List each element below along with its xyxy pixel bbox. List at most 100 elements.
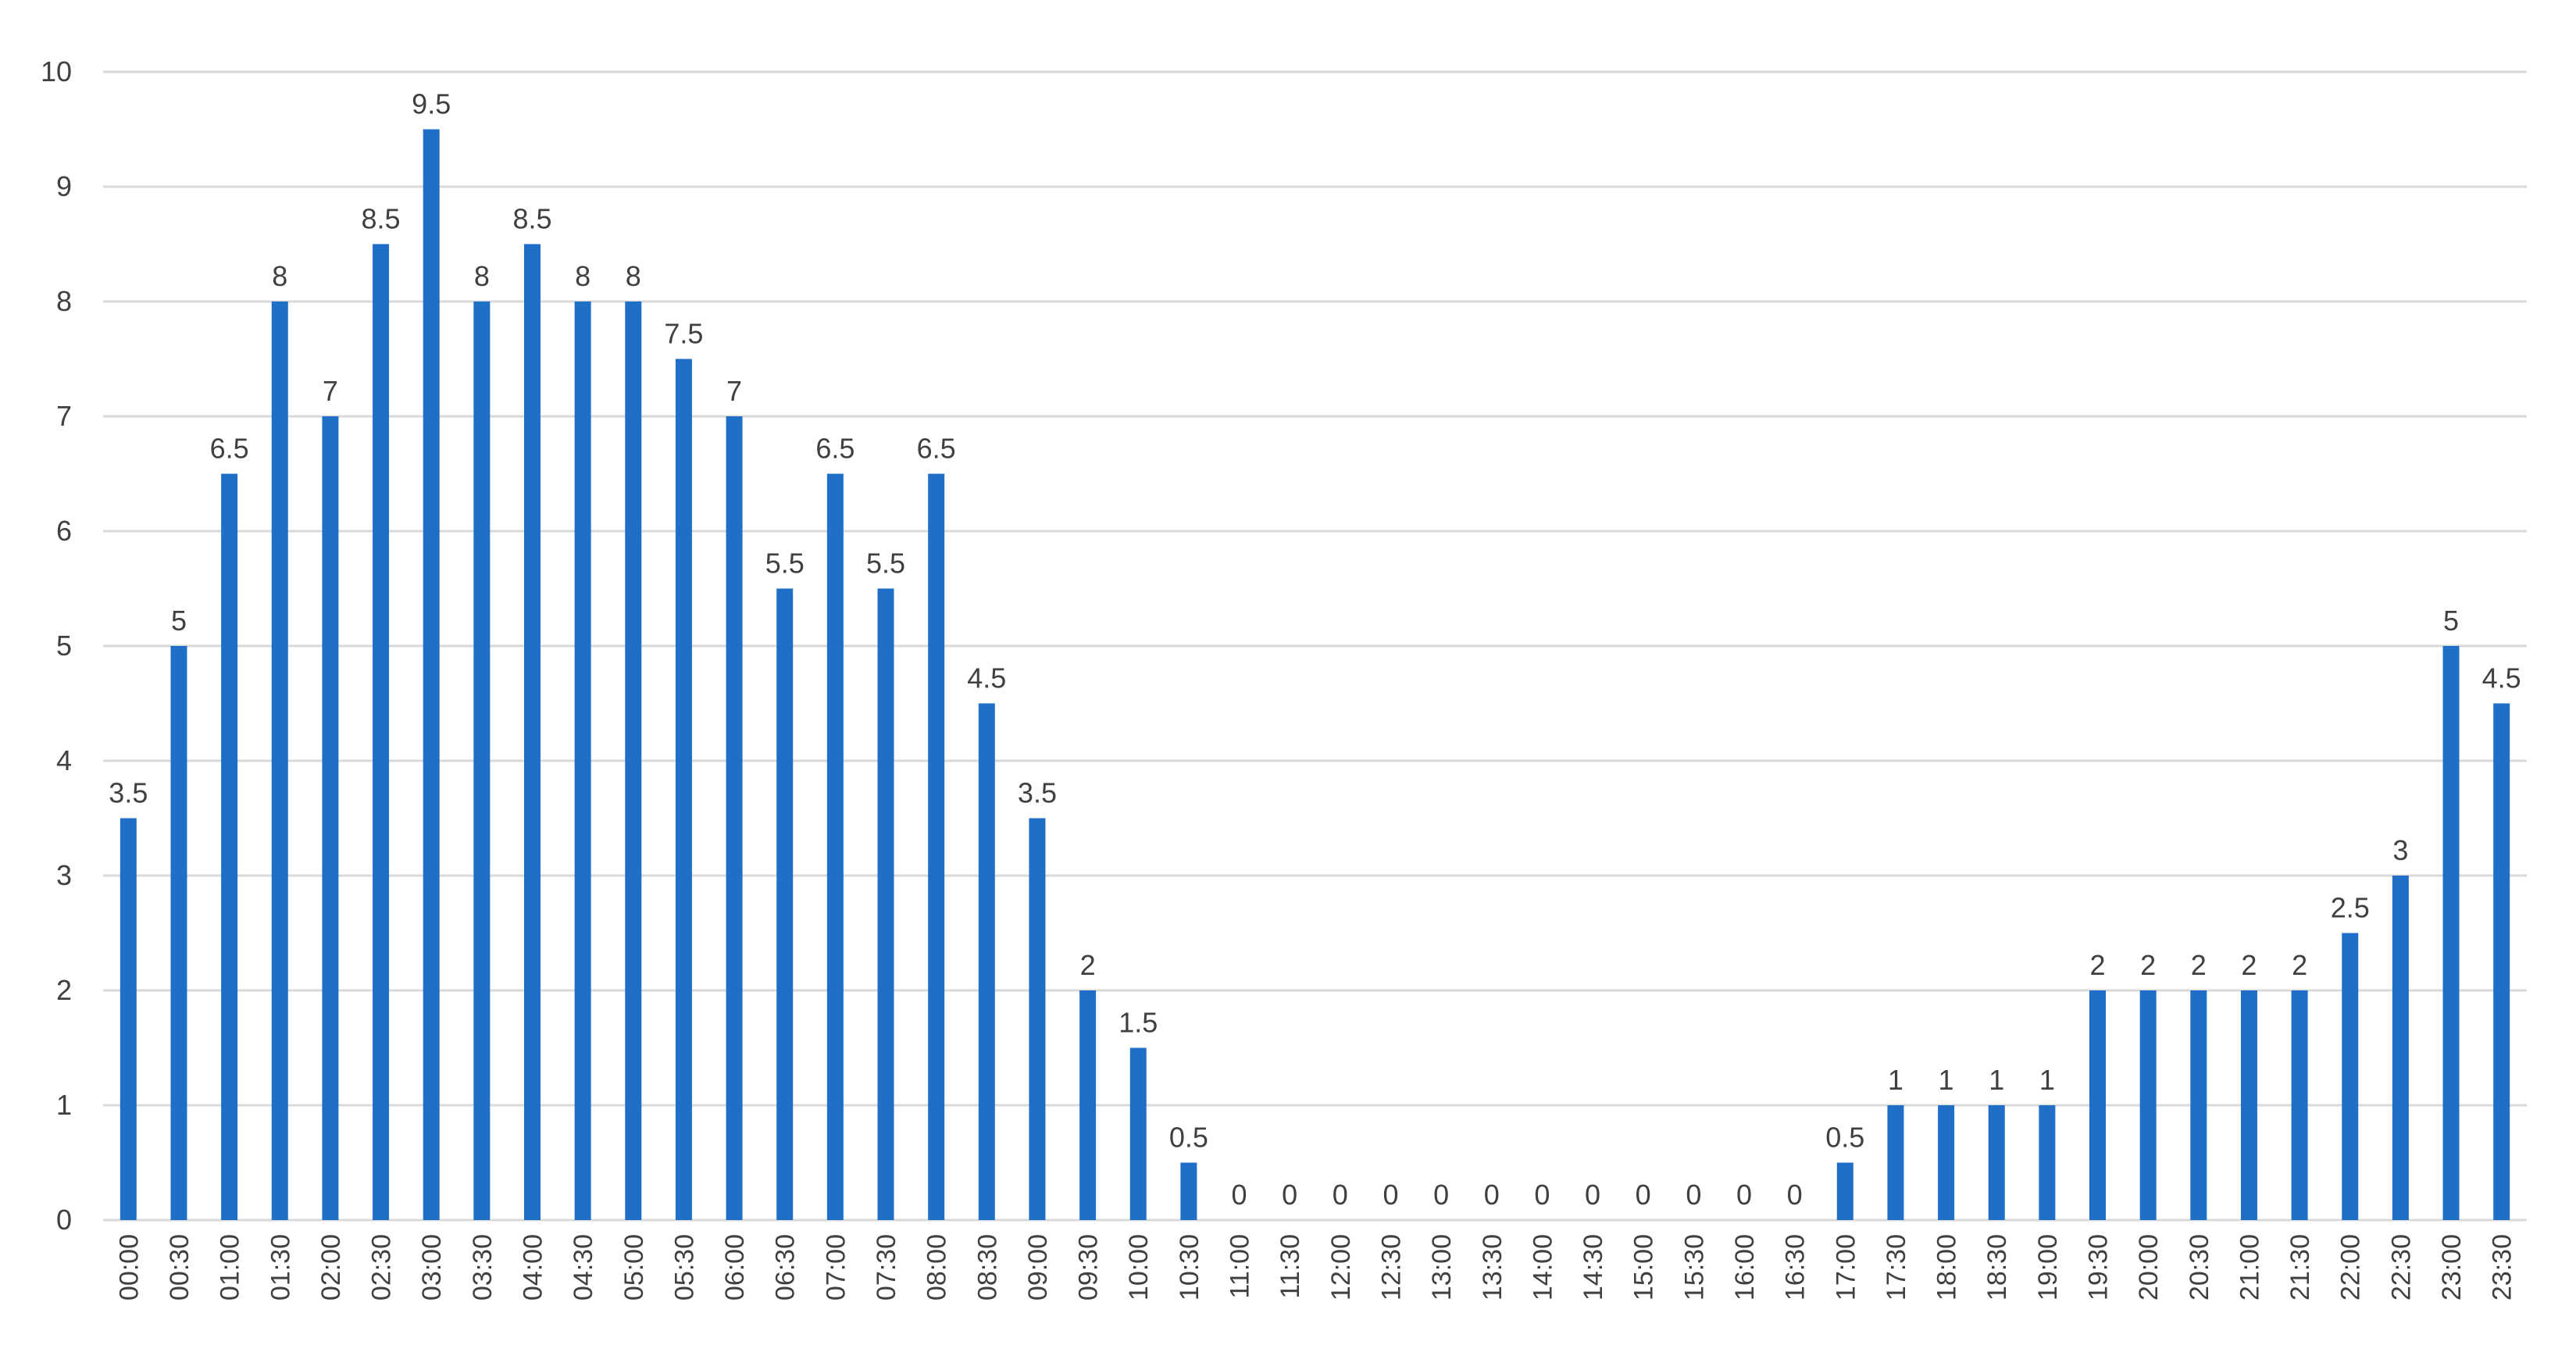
x-tick-label: 06:00	[720, 1234, 750, 1301]
bar	[978, 703, 995, 1220]
data-label: 0	[1636, 1179, 1651, 1211]
data-label: 7.5	[664, 318, 703, 350]
data-label: 6.5	[210, 433, 249, 465]
data-label: 8	[626, 260, 641, 292]
bar	[2493, 703, 2510, 1220]
data-label: 1	[1888, 1064, 1903, 1096]
x-tick-label: 08:30	[972, 1234, 1002, 1301]
bar	[221, 473, 238, 1220]
y-tick-label: 1	[56, 1089, 72, 1121]
data-label: 8	[575, 260, 590, 292]
data-label: 5	[171, 605, 187, 637]
data-label: 2	[2140, 949, 2156, 981]
data-label: 3.5	[109, 777, 148, 809]
bar	[2190, 990, 2207, 1220]
bar	[2039, 1105, 2056, 1220]
bar	[170, 646, 187, 1220]
x-tick-label: 17:00	[1831, 1234, 1861, 1301]
bar	[373, 244, 390, 1220]
data-label: 1.5	[1119, 1007, 1158, 1039]
x-tick-label: 07:30	[872, 1234, 901, 1301]
bar	[1836, 1162, 1854, 1220]
bar	[2291, 990, 2308, 1220]
x-tick-label: 09:00	[1023, 1234, 1053, 1301]
x-tick-label: 06:30	[771, 1234, 801, 1301]
x-tick-label: 15:00	[1629, 1234, 1659, 1301]
x-tick-label: 23:30	[2488, 1234, 2517, 1301]
x-tick-label: 21:30	[2285, 1234, 2315, 1301]
x-tick-label: 01:30	[266, 1234, 295, 1301]
bar	[726, 416, 743, 1220]
bar	[1938, 1105, 1955, 1220]
bars	[120, 129, 2510, 1220]
x-tick-label: 01:00	[216, 1234, 245, 1301]
bar	[473, 302, 491, 1220]
bar	[928, 473, 945, 1220]
x-tick-label: 03:30	[468, 1234, 498, 1301]
x-tick-label: 20:30	[2185, 1234, 2214, 1301]
data-label: 0	[1232, 1179, 1247, 1211]
x-tick-label: 04:30	[569, 1234, 598, 1301]
bar	[120, 818, 137, 1220]
data-label: 7	[323, 375, 338, 407]
data-label: 1	[2039, 1064, 2055, 1096]
bar	[625, 302, 642, 1220]
y-tick-label: 8	[56, 285, 72, 317]
y-tick-label: 4	[56, 744, 72, 776]
bar	[1988, 1105, 2005, 1220]
data-label: 0	[1686, 1179, 1701, 1211]
data-label: 5	[2443, 605, 2459, 637]
bar	[1129, 1047, 1147, 1220]
x-tick-label: 05:00	[619, 1234, 649, 1301]
x-tick-label: 11:30	[1276, 1234, 1305, 1299]
data-label: 5.5	[866, 548, 905, 580]
bar	[1180, 1162, 1197, 1220]
y-tick-label: 10	[41, 55, 72, 87]
data-label: 0.5	[1169, 1122, 1208, 1154]
bar	[271, 302, 288, 1220]
x-tick-label: 16:30	[1781, 1234, 1811, 1301]
x-tick-label: 10:30	[1175, 1234, 1204, 1301]
x-tick-label: 02:00	[316, 1234, 346, 1301]
x-tick-label: 13:00	[1427, 1234, 1457, 1301]
bar	[675, 359, 692, 1220]
data-label: 2	[2292, 949, 2307, 981]
data-label: 2	[2191, 949, 2207, 981]
data-label: 3.5	[1018, 777, 1057, 809]
data-label: 8	[272, 260, 287, 292]
data-labels: 3.5 5 6.5 8 7 8.5 9.5 8 8.5 8 8 7.5 7 5.5 6.5 5.5 6.5 4.5…	[109, 88, 2521, 1211]
data-label: 2	[2089, 949, 2105, 981]
x-tick-label: 00:00	[114, 1234, 144, 1301]
data-label: 3	[2392, 834, 2408, 866]
x-tick-label: 16:00	[1730, 1234, 1760, 1301]
data-label: 0	[1534, 1179, 1550, 1211]
data-label: 0	[1585, 1179, 1600, 1211]
y-tick-label: 5	[56, 630, 72, 662]
bar	[322, 416, 339, 1220]
x-tick-label: 18:00	[1932, 1234, 1962, 1301]
data-label: 0	[1484, 1179, 1500, 1211]
data-label: 8.5	[362, 203, 401, 235]
y-axis-ticks: 0 1 2 3 4 5 6 7 8 9 10	[41, 55, 72, 1236]
bar	[2089, 990, 2107, 1220]
data-label: 0	[1736, 1179, 1752, 1211]
y-tick-label: 6	[56, 515, 72, 547]
data-label: 1	[1989, 1064, 2004, 1096]
bar	[1887, 1105, 1904, 1220]
bar	[877, 588, 894, 1220]
x-tick-label: 04:00	[518, 1234, 548, 1301]
data-label: 0	[1333, 1179, 1348, 1211]
data-label: 2.5	[2331, 892, 2370, 924]
data-label: 4.5	[2482, 662, 2521, 694]
x-tick-label: 13:30	[1478, 1234, 1507, 1301]
x-tick-label: 23:00	[2437, 1234, 2467, 1301]
data-label: 6.5	[815, 433, 855, 465]
bar	[574, 302, 591, 1220]
bar	[2240, 990, 2257, 1220]
data-label: 2	[1080, 949, 1096, 981]
x-tick-label: 18:30	[1982, 1234, 2012, 1301]
data-label: 4.5	[967, 662, 1006, 694]
bar	[523, 244, 541, 1220]
